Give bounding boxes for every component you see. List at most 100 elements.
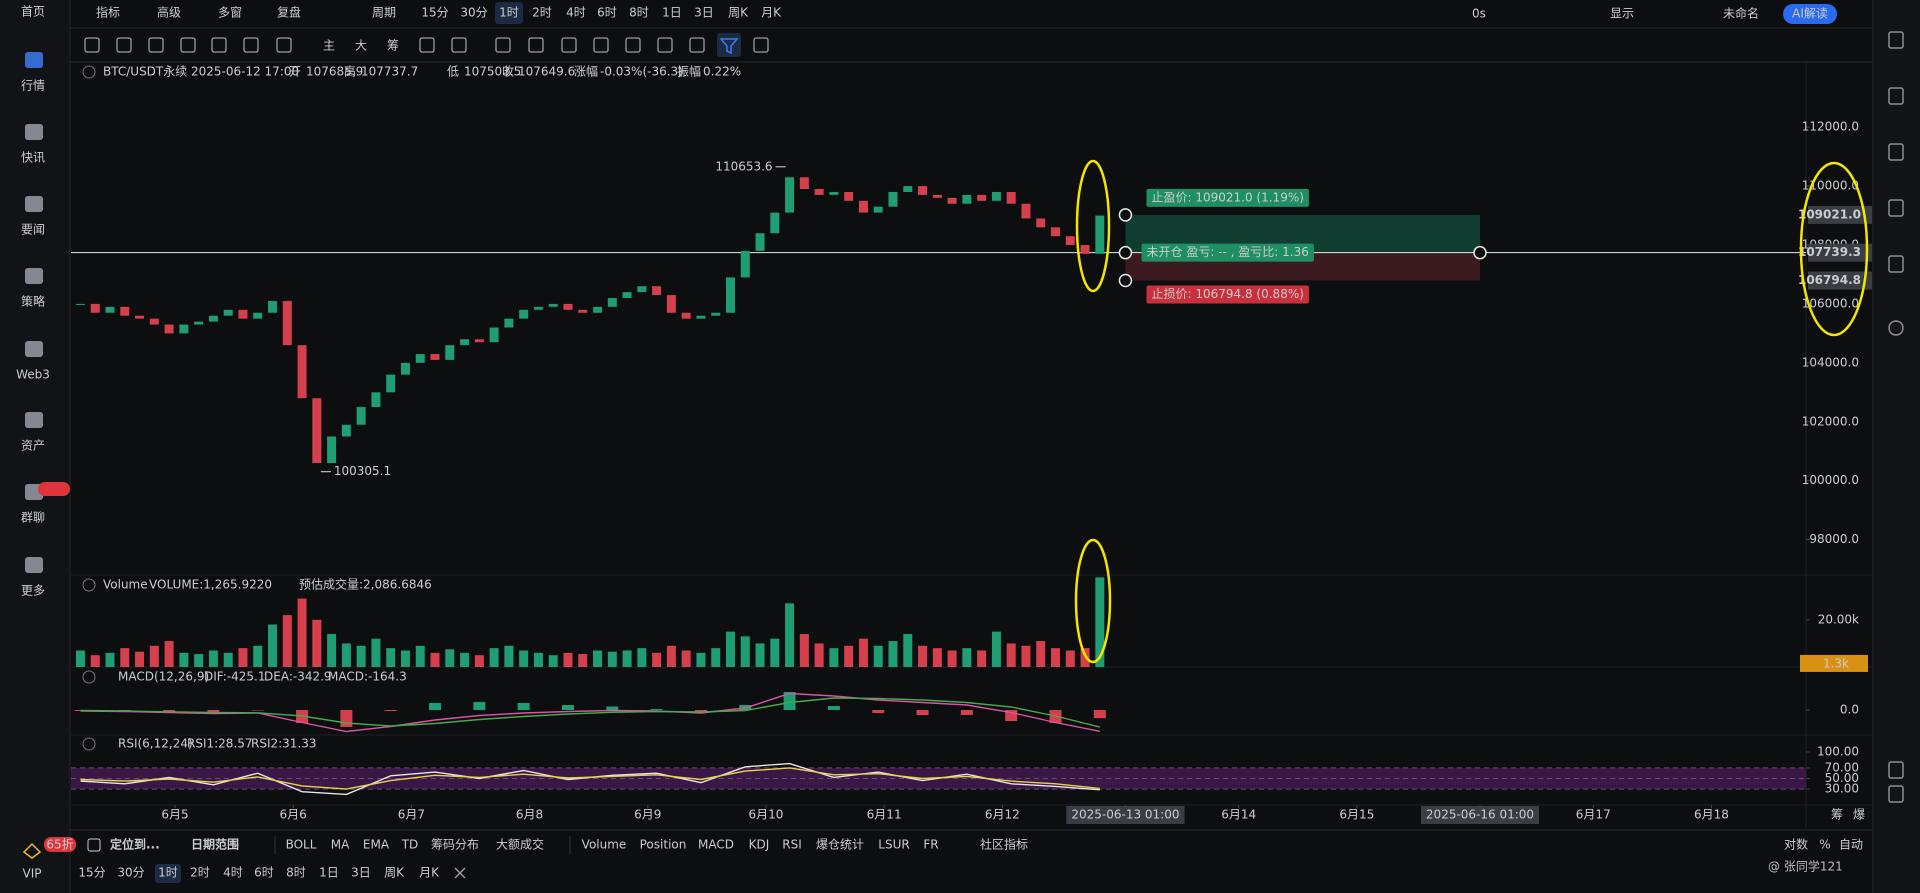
tab[interactable]: 15分 <box>421 6 448 20</box>
collapse-icon[interactable] <box>82 65 96 79</box>
top-action[interactable]: 未命名 <box>1723 6 1759 21</box>
tab[interactable]: 6时 <box>597 6 617 20</box>
icon[interactable] <box>1888 31 1904 49</box>
drag-handle[interactable] <box>1118 208 1133 222</box>
period[interactable]: 30分 <box>117 866 144 880</box>
nav-item[interactable]: 行情 <box>21 79 45 93</box>
main-indicator[interactable]: 大额成交 <box>496 837 544 852</box>
period[interactable]: 4时 <box>223 866 243 880</box>
top-action[interactable]: 0s <box>1472 7 1486 21</box>
tab[interactable]: 1日 <box>662 6 682 20</box>
tool-icon[interactable] <box>148 37 164 53</box>
ai-button[interactable]: AI解读 <box>1792 7 1828 21</box>
drag-handle[interactable] <box>1473 245 1487 260</box>
tab[interactable]: 周K <box>728 6 749 20</box>
drag-handle[interactable] <box>1118 245 1133 260</box>
tool-icon[interactable] <box>243 37 259 53</box>
tool-label[interactable]: 大 <box>355 39 367 53</box>
tool-icon[interactable] <box>419 37 435 53</box>
tab[interactable]: 月K <box>761 6 782 20</box>
tab[interactable]: 复盘 <box>277 5 301 20</box>
icon[interactable] <box>1888 199 1904 217</box>
sub-indicator[interactable]: KDJ <box>749 838 770 852</box>
main-indicator[interactable]: MA <box>331 838 350 852</box>
nav-item[interactable]: Web3 <box>16 368 50 382</box>
tool-label[interactable]: 主 <box>323 39 335 53</box>
period[interactable]: 1时 <box>158 866 178 880</box>
sub-indicator[interactable]: Position <box>640 838 687 852</box>
sub-indicator[interactable]: MACD <box>698 838 734 852</box>
tool-icon[interactable] <box>753 37 769 53</box>
tool-icon[interactable] <box>719 38 739 55</box>
icon[interactable] <box>1888 87 1904 105</box>
nav-item[interactable]: 策略 <box>21 294 45 309</box>
icon[interactable] <box>1888 143 1904 161</box>
tab[interactable]: 4时 <box>566 6 586 20</box>
tool-icon[interactable] <box>689 37 705 53</box>
tab[interactable]: 指标 <box>96 5 120 20</box>
tool-icon[interactable] <box>116 37 132 53</box>
sub-indicator[interactable]: RSI <box>782 838 802 852</box>
tool-icon[interactable] <box>561 37 577 53</box>
locate[interactable]: 定位到... <box>110 837 160 852</box>
tab[interactable]: 高级 <box>157 5 181 20</box>
tab[interactable]: 2时 <box>532 6 552 20</box>
tool-icon[interactable] <box>84 37 100 53</box>
tool-icon[interactable] <box>180 37 196 53</box>
period[interactable]: 2时 <box>190 866 210 880</box>
main-indicator[interactable]: BOLL <box>286 838 317 852</box>
nav-item[interactable]: 快讯 <box>21 151 45 165</box>
nav-item[interactable]: 要闻 <box>21 223 45 237</box>
period[interactable]: 周K <box>384 866 405 880</box>
collapse-icon[interactable] <box>82 670 96 684</box>
tab[interactable]: 3日 <box>694 6 714 20</box>
period[interactable]: 1日 <box>319 866 339 880</box>
close-icon[interactable] <box>454 867 466 879</box>
icon[interactable] <box>1888 255 1904 273</box>
date-range[interactable]: 日期范围 <box>191 837 239 852</box>
scale-option[interactable]: % <box>1819 838 1830 852</box>
period[interactable]: 8时 <box>286 866 306 880</box>
axis-tool[interactable]: 爆 <box>1853 808 1865 822</box>
main-indicator[interactable]: EMA <box>363 838 390 852</box>
collapse-icon[interactable] <box>82 737 96 751</box>
vip[interactable]: VIP <box>23 867 42 881</box>
tool-label[interactable]: 筹 <box>387 39 399 53</box>
tool-icon[interactable] <box>625 37 641 53</box>
tool-icon[interactable] <box>657 37 673 53</box>
axis-tool[interactable]: 筹 <box>1831 808 1843 822</box>
tab[interactable]: 多窗 <box>218 6 242 20</box>
tab[interactable]: 30分 <box>460 6 487 20</box>
period[interactable]: 月K <box>419 866 440 880</box>
sub-indicator[interactable]: FR <box>923 838 938 852</box>
period[interactable]: 6时 <box>254 866 274 880</box>
main-indicator[interactable]: TD <box>401 838 419 852</box>
period[interactable]: 3日 <box>351 866 371 880</box>
icon[interactable] <box>1888 320 1904 336</box>
tool-icon[interactable] <box>276 37 292 53</box>
scale-option[interactable]: 对数 <box>1784 837 1808 852</box>
tool-icon[interactable] <box>495 37 511 53</box>
sub-indicator[interactable]: 社区指标 <box>980 837 1028 852</box>
nav-item[interactable]: 群聊 <box>21 511 45 525</box>
nav-item[interactable]: 资产 <box>21 439 45 453</box>
scale-option[interactable]: 自动 <box>1839 838 1863 852</box>
period[interactable]: 15分 <box>78 866 105 880</box>
nav-item[interactable]: 首页 <box>21 5 45 19</box>
sub-indicator[interactable]: 爆仓统计 <box>816 838 864 852</box>
sub-indicator[interactable]: Volume <box>582 838 627 852</box>
sub-indicator[interactable]: LSUR <box>878 838 909 852</box>
tool-icon[interactable] <box>528 37 544 53</box>
icon[interactable] <box>1888 761 1904 779</box>
tab[interactable]: 周期 <box>372 6 396 20</box>
icon[interactable] <box>1888 785 1904 803</box>
collapse-icon[interactable] <box>82 578 96 592</box>
nav-item[interactable]: 更多 <box>21 584 45 598</box>
drag-handle[interactable] <box>1118 273 1133 288</box>
top-action[interactable]: 显示 <box>1610 7 1634 21</box>
tool-icon[interactable] <box>593 37 609 53</box>
tool-icon[interactable] <box>211 37 227 53</box>
tab[interactable]: 1时 <box>499 6 519 20</box>
main-indicator[interactable]: 筹码分布 <box>431 838 479 852</box>
tool-icon[interactable] <box>451 37 467 53</box>
